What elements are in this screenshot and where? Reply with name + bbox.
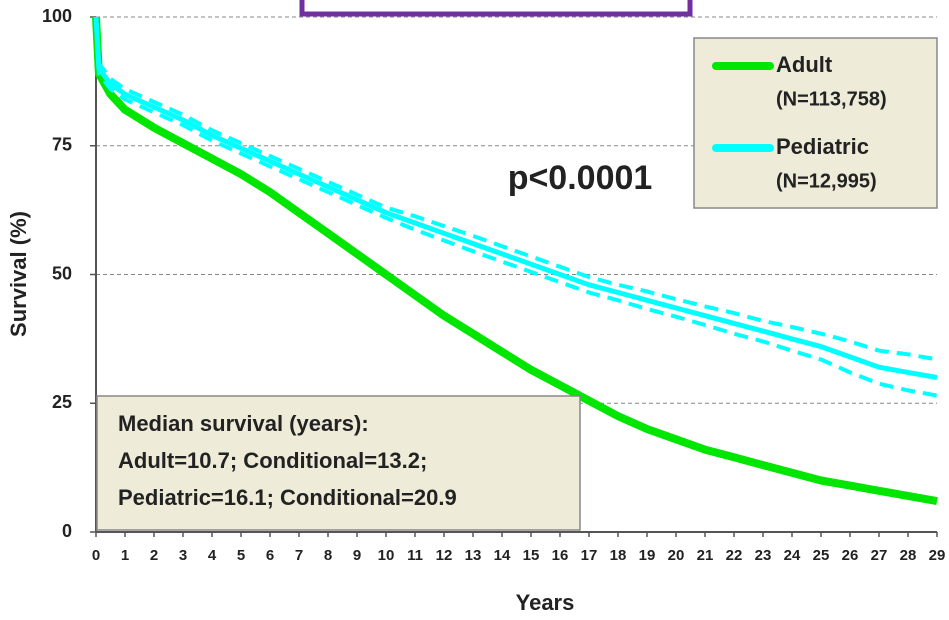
- x-tick-label: 20: [668, 547, 685, 564]
- x-tick-label: 29: [929, 547, 946, 564]
- x-tick-label: 18: [610, 547, 627, 564]
- survival-line: [92, 16, 938, 506]
- x-tick-label: 12: [436, 547, 453, 564]
- x-tick-label: 16: [552, 547, 569, 564]
- x-tick-label: 13: [465, 547, 482, 564]
- note-line: Median survival (years):: [118, 411, 369, 436]
- x-tick-label: 3: [179, 547, 187, 564]
- x-tick-label: 0: [92, 547, 100, 564]
- survival-line: [93, 16, 938, 380]
- x-tick-label: 28: [900, 547, 917, 564]
- x-tick-label: 25: [813, 547, 830, 564]
- y-tick-label: 0: [62, 521, 72, 541]
- y-tick-label: 100: [42, 6, 72, 26]
- annotation: p<0.0001: [508, 159, 653, 197]
- y-tick-label: 50: [52, 263, 72, 283]
- x-tick-label: 22: [726, 547, 743, 564]
- confidence-band: [94, 16, 938, 398]
- x-tick-label: 21: [697, 547, 714, 564]
- x-tick-label: 23: [755, 547, 772, 564]
- legend-note: (N=113,758): [776, 88, 887, 110]
- legend-note: (N=12,995): [776, 170, 877, 192]
- x-tick-label: 11: [407, 547, 423, 564]
- x-tick-label: 7: [295, 547, 303, 564]
- x-tick-label: 4: [208, 547, 217, 564]
- y-tick-label: 75: [52, 135, 72, 155]
- x-tick-label: 6: [266, 547, 274, 564]
- x-tick-label: 9: [353, 547, 361, 564]
- x-tick-label: 8: [324, 547, 332, 564]
- x-tick-label: 10: [378, 547, 395, 564]
- x-tick-label: 15: [523, 547, 540, 564]
- note-line: Adult=10.7; Conditional=13.2;: [118, 448, 427, 473]
- title-box: [299, 0, 693, 17]
- note-line: Pediatric=16.1; Conditional=20.9: [118, 485, 457, 510]
- x-tick-label: 17: [581, 547, 598, 564]
- x-tick-label: 19: [639, 547, 656, 564]
- legend-label: Adult: [776, 52, 833, 77]
- x-axis-label: Years: [516, 590, 575, 615]
- x-tick-label: 26: [842, 547, 859, 564]
- note-box: [96, 395, 581, 531]
- legend-label: Pediatric: [776, 134, 869, 159]
- x-tick-label: 24: [784, 547, 801, 564]
- x-tick-label: 5: [237, 547, 245, 564]
- x-tick-label: 14: [494, 547, 511, 564]
- x-tick-label: 2: [150, 547, 158, 564]
- x-tick-label: 27: [871, 547, 888, 564]
- y-tick-label: 25: [52, 392, 72, 412]
- x-tick-label: 1: [121, 547, 129, 564]
- y-axis-label: Survival (%): [6, 211, 31, 337]
